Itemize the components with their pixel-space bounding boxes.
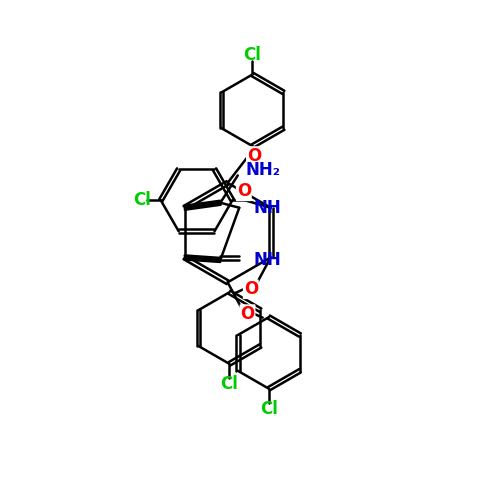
Text: Cl: Cl: [133, 192, 151, 210]
Text: Cl: Cl: [220, 375, 238, 393]
Text: O: O: [236, 182, 251, 200]
Text: Cl: Cl: [244, 46, 262, 64]
Text: Cl: Cl: [260, 400, 278, 417]
Text: NH: NH: [253, 251, 281, 269]
Text: O: O: [247, 147, 261, 165]
Text: O: O: [240, 305, 254, 323]
Text: O: O: [244, 280, 258, 298]
Text: NH₂: NH₂: [245, 162, 280, 180]
Text: NH: NH: [253, 198, 281, 216]
